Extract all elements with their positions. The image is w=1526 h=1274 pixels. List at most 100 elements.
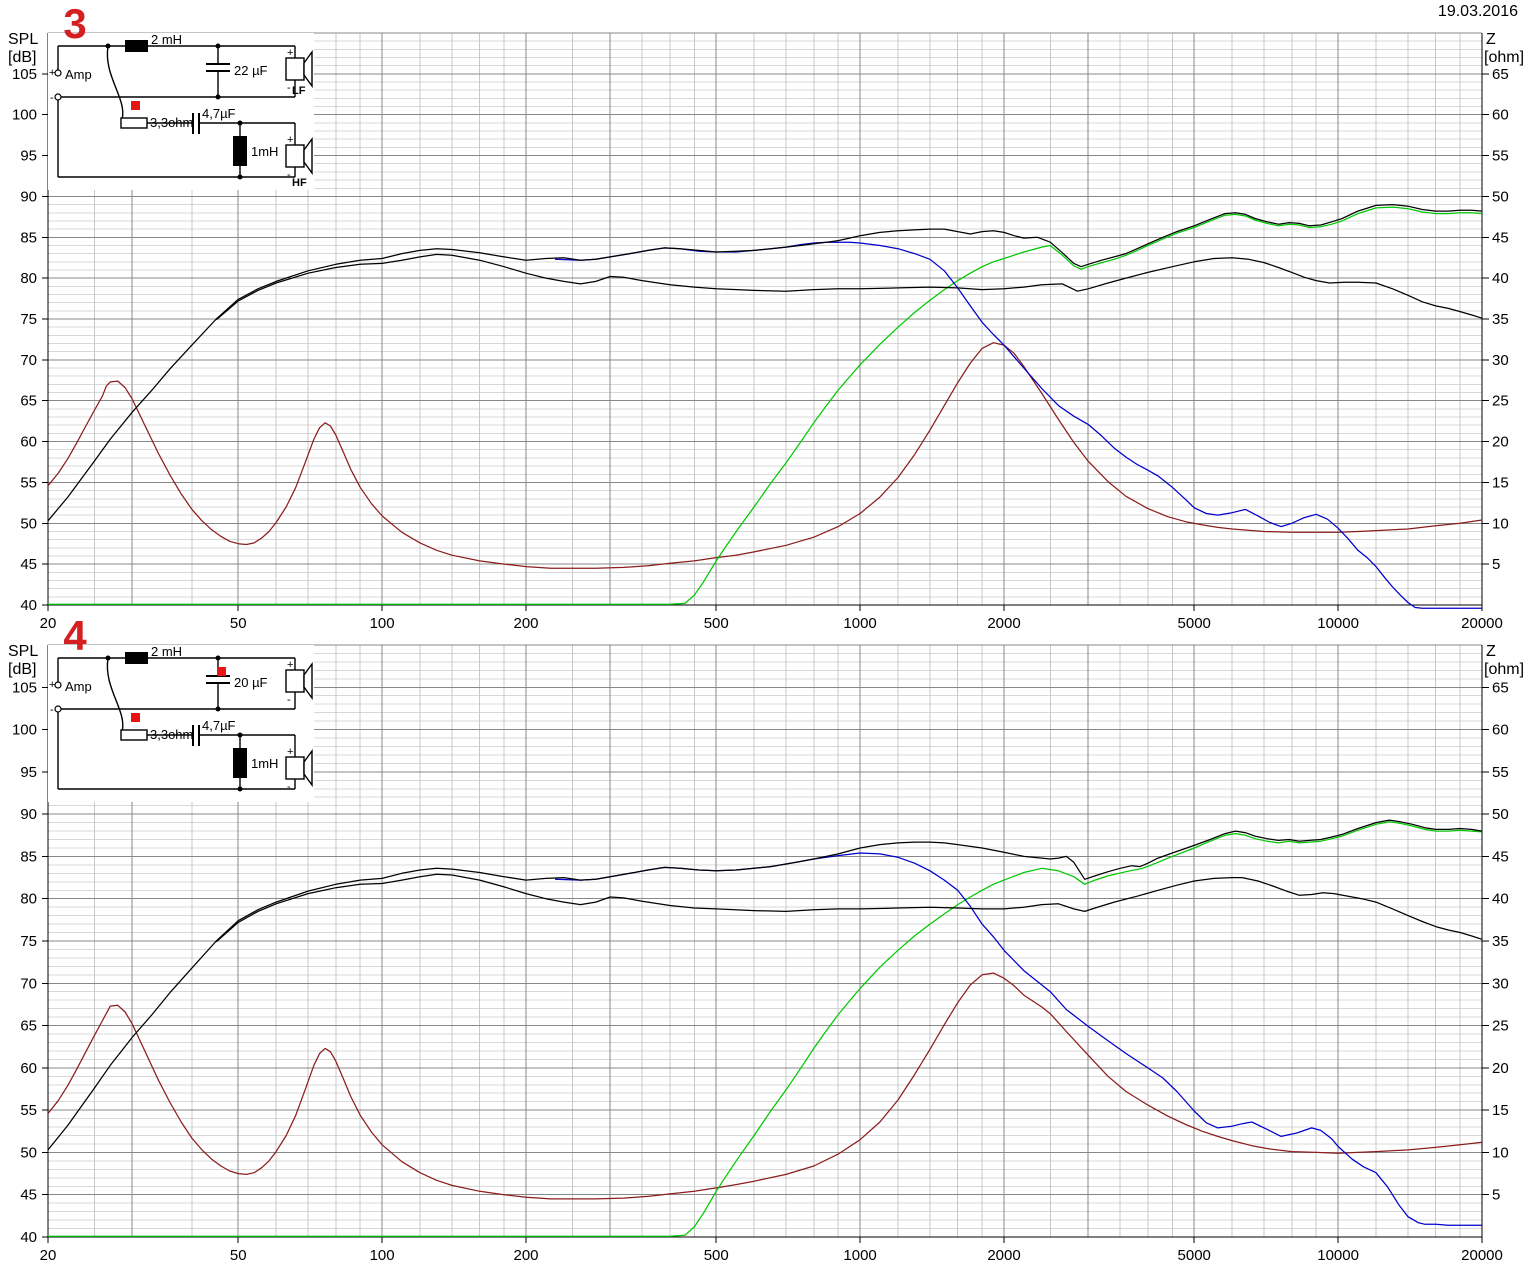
spl-tick-label: 70 xyxy=(20,352,37,369)
freq-tick-label: 100 xyxy=(370,1247,395,1264)
spl-tick-label: 40 xyxy=(20,1229,37,1246)
hf-minus-label: - xyxy=(287,169,291,181)
hf-minus-label: - xyxy=(287,781,291,793)
curve-impedance xyxy=(47,972,1483,1200)
z-tick-label: 5 xyxy=(1492,556,1500,573)
curves xyxy=(47,203,1483,609)
spl-tick-label: 55 xyxy=(20,474,37,491)
z-tick-label: 35 xyxy=(1492,311,1509,328)
z-tick-label: 5 xyxy=(1492,1187,1500,1204)
spl-tick-label: 90 xyxy=(20,806,37,823)
spl-tick-label: 55 xyxy=(20,1102,37,1119)
spl-tick-label: 95 xyxy=(20,764,37,781)
spl-tick-label: 105 xyxy=(12,66,37,83)
junction-dot xyxy=(105,43,111,49)
z-tick-label: 50 xyxy=(1492,806,1509,823)
amp-plus-label: + xyxy=(49,679,55,691)
z-tick-label: 50 xyxy=(1492,188,1509,205)
spl-tick-label: 65 xyxy=(20,1018,37,1035)
amp-plus-terminal xyxy=(54,69,62,77)
freq-tick-label: 5000 xyxy=(1178,1247,1211,1264)
inductor2-label: 1mH xyxy=(251,144,278,159)
resistor-marker xyxy=(131,713,140,722)
z-tick-label: 30 xyxy=(1492,975,1509,992)
freq-tick-label: 10000 xyxy=(1317,615,1359,632)
z-axis-unit-3: [ohm] xyxy=(1484,49,1524,66)
panel-number-3: 3 xyxy=(63,0,86,47)
z-tick-label: 15 xyxy=(1492,1102,1509,1119)
spl-tick-label: 100 xyxy=(12,107,37,124)
grid xyxy=(48,644,1483,1237)
freq-tick-label: 500 xyxy=(704,1247,729,1264)
junction-dot xyxy=(215,655,221,661)
freq-tick-label: 1000 xyxy=(843,1247,876,1264)
freq-tick-label: 2000 xyxy=(987,615,1020,632)
lf-minus-label: - xyxy=(287,694,291,706)
lf-speaker-cone-icon xyxy=(303,49,313,89)
amp-minus-terminal xyxy=(54,705,62,713)
spl-tick-label: 60 xyxy=(20,1060,37,1077)
curve-spl-lower xyxy=(215,253,1483,321)
inductor1-symbol xyxy=(125,40,148,52)
z-tick-label: 60 xyxy=(1492,107,1509,124)
z-tick-label: 35 xyxy=(1492,933,1509,950)
curve-spl-total xyxy=(47,203,1483,522)
z-tick-label: 25 xyxy=(1492,1018,1509,1035)
inductor2-label: 1mH xyxy=(251,756,278,771)
amp-minus-terminal xyxy=(54,93,62,101)
curves xyxy=(47,819,1483,1237)
axis-labels: 1051009590858075706560555045406560555045… xyxy=(12,66,1509,632)
amp-minus-label: - xyxy=(50,704,54,716)
junction-dot xyxy=(237,120,243,126)
lf-speaker-icon xyxy=(285,669,305,693)
spl-tick-label: 50 xyxy=(20,1144,37,1161)
junction-dot xyxy=(237,786,243,792)
z-tick-label: 45 xyxy=(1492,229,1509,246)
hf-speaker-icon xyxy=(285,756,305,780)
inductor1-symbol xyxy=(125,652,148,664)
junction-dot xyxy=(237,174,243,180)
curve-spl-hf xyxy=(48,821,1483,1237)
hf-plus-label: + xyxy=(287,134,293,146)
spl-axis-unit-4: [dB] xyxy=(8,661,36,678)
amp-minus-label: - xyxy=(50,92,54,104)
curve-spl-lower xyxy=(215,873,1483,943)
amp-label: Amp xyxy=(65,679,92,694)
spl-tick-label: 60 xyxy=(20,434,37,451)
freq-tick-label: 100 xyxy=(370,615,395,632)
hf-speaker-cone-icon xyxy=(303,136,313,176)
z-axis-unit-4: [ohm] xyxy=(1484,661,1524,678)
curve-spl-hf xyxy=(48,206,1483,605)
z-tick-label: 45 xyxy=(1492,848,1509,865)
lf-plus-label: + xyxy=(287,659,293,671)
z-axis-title-4: Z xyxy=(1486,643,1496,660)
lf-label: LF xyxy=(292,85,306,97)
freq-tick-label: 500 xyxy=(704,615,729,632)
freq-tick-label: 20000 xyxy=(1461,1247,1503,1264)
amp-label: Amp xyxy=(65,67,92,82)
spl-tick-label: 105 xyxy=(12,679,37,696)
curve-spl-total xyxy=(47,819,1483,1151)
lf-minus-label: - xyxy=(287,82,291,94)
date-label: 19.03.2016 xyxy=(1438,3,1518,20)
z-tick-label: 30 xyxy=(1492,352,1509,369)
spl-tick-label: 85 xyxy=(20,848,37,865)
spl-tick-label: 65 xyxy=(20,393,37,410)
resistor-label: 3,3ohm xyxy=(150,115,193,130)
spl-tick-label: 45 xyxy=(20,1187,37,1204)
z-tick-label: 10 xyxy=(1492,1144,1509,1161)
z-tick-label: 15 xyxy=(1492,474,1509,491)
freq-tick-label: 20 xyxy=(40,1247,57,1264)
spl-tick-label: 50 xyxy=(20,515,37,532)
z-tick-label: 55 xyxy=(1492,764,1509,781)
spl-tick-label: 80 xyxy=(20,891,37,908)
freq-tick-label: 1000 xyxy=(843,615,876,632)
z-tick-label: 20 xyxy=(1492,1060,1509,1077)
spl-tick-label: 40 xyxy=(20,597,37,614)
spl-tick-label: 85 xyxy=(20,229,37,246)
